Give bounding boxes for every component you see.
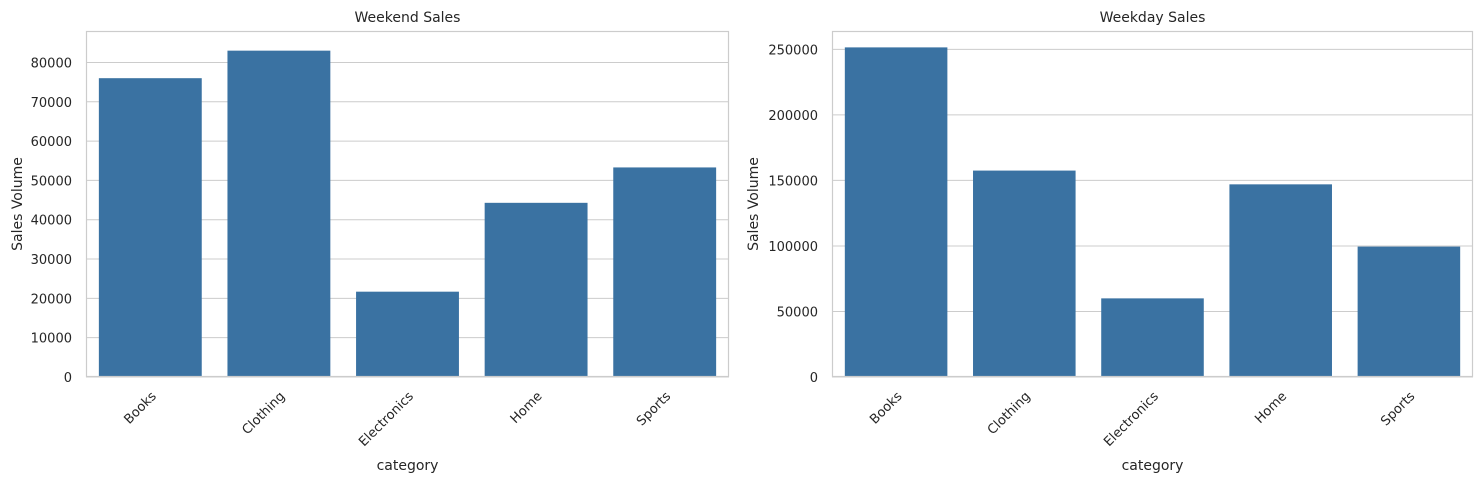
bar-electronics xyxy=(356,291,459,377)
axes-frame xyxy=(85,30,730,378)
x-tick-label-clothing: Clothing xyxy=(985,389,1034,438)
y-axis-label: Sales Volume xyxy=(10,157,26,251)
y-tick-label: 150000 xyxy=(768,174,818,189)
y-axis-label: Sales Volume xyxy=(746,157,762,251)
y-tick-label: 30000 xyxy=(31,253,72,268)
y-tick-label: 100000 xyxy=(768,240,818,255)
x-tick-label-home: Home xyxy=(1252,389,1290,427)
y-tick-label: 70000 xyxy=(31,96,72,111)
y-tick-label: 80000 xyxy=(31,56,72,71)
x-tick-label-books: Books xyxy=(867,389,905,427)
x-axis-label: category xyxy=(1122,458,1184,474)
x-tick-label-electronics: Electronics xyxy=(356,389,417,450)
chart-title: Weekday Sales xyxy=(1100,10,1206,26)
y-tick-label: 20000 xyxy=(31,292,72,307)
x-tick-label-books: Books xyxy=(121,389,159,427)
bar-clothing xyxy=(973,170,1076,377)
y-tick-label: 50000 xyxy=(31,174,72,189)
y-tick-label: 0 xyxy=(64,371,72,386)
bar-clothing xyxy=(227,50,331,378)
y-tick-label: 0 xyxy=(810,371,818,386)
y-tick-label: 60000 xyxy=(31,135,72,150)
y-tick-label: 10000 xyxy=(31,332,72,347)
bar-sports xyxy=(613,167,717,377)
x-axis-label: category xyxy=(377,458,439,474)
x-tick-label-sports: Sports xyxy=(1378,389,1418,429)
weekday-sales-chart: 0 50000 100000 150000 200000 250000 Books Cloth… xyxy=(746,10,1474,474)
y-tick-label: 250000 xyxy=(768,43,818,58)
chart-title: Weekend Sales xyxy=(355,10,461,26)
axes-frame xyxy=(831,30,1474,378)
bar-electronics xyxy=(1101,298,1204,377)
bar-books xyxy=(844,47,948,378)
y-tick-label: 40000 xyxy=(31,214,72,229)
y-tick-label: 50000 xyxy=(777,305,818,320)
x-tick-label-home: Home xyxy=(508,389,546,427)
bar-books xyxy=(98,78,202,377)
bar-home xyxy=(1229,184,1332,377)
x-tick-label-clothing: Clothing xyxy=(239,389,288,438)
weekend-sales-chart: 0 10000 20000 30000 40000 50000 60000 70000 8000… xyxy=(10,10,730,474)
bar-home xyxy=(484,202,588,377)
bar-sports xyxy=(1357,246,1461,377)
y-tick-label: 200000 xyxy=(768,109,818,124)
x-tick-label-sports: Sports xyxy=(634,389,674,429)
x-tick-label-electronics: Electronics xyxy=(1101,389,1162,450)
